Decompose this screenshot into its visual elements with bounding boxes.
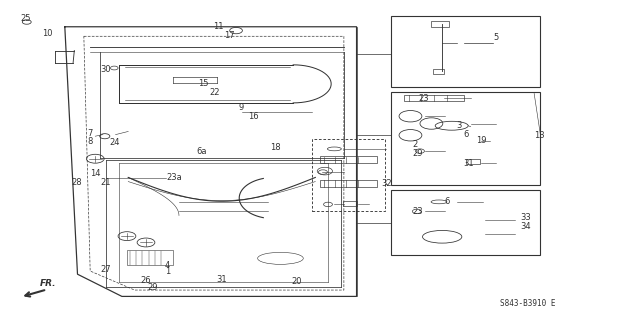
Text: FR.: FR. [39, 279, 56, 288]
Text: 28: 28 [71, 178, 82, 187]
Text: 32: 32 [382, 179, 392, 188]
Bar [127, 250, 173, 265]
Text: 1: 1 [165, 267, 170, 276]
Bar [391, 16, 540, 87]
Text: 5: 5 [493, 33, 498, 42]
Text: 2: 2 [412, 140, 418, 149]
Text: 33: 33 [520, 213, 531, 222]
Text: 23: 23 [412, 207, 423, 216]
Text: 24: 24 [109, 138, 120, 147]
Text: 22: 22 [209, 88, 220, 97]
Text: 34: 34 [520, 222, 531, 231]
Bar [433, 69, 444, 74]
Text: 19: 19 [476, 136, 486, 146]
Text: 4: 4 [165, 261, 170, 270]
Text: 31: 31 [217, 276, 227, 284]
Bar [320, 180, 377, 187]
Text: 23a: 23a [166, 173, 182, 182]
Text: 6: 6 [463, 130, 468, 139]
Text: 10: 10 [42, 28, 52, 38]
Text: 15: 15 [198, 79, 208, 88]
Bar [466, 159, 480, 164]
Text: 13: 13 [534, 131, 545, 140]
Text: 8: 8 [87, 137, 93, 146]
Text: 16: 16 [248, 112, 259, 121]
Text: 17: 17 [224, 31, 235, 40]
Text: 14: 14 [90, 169, 101, 178]
Text: 21: 21 [101, 178, 111, 187]
Bar [391, 190, 540, 255]
Bar [391, 92, 540, 185]
Text: 18: 18 [270, 143, 281, 152]
Text: 6a: 6a [196, 147, 206, 156]
Text: 29: 29 [412, 148, 423, 157]
Text: 7: 7 [87, 129, 93, 138]
Text: 20: 20 [291, 277, 301, 286]
Text: 3: 3 [457, 121, 462, 130]
Text: 26: 26 [141, 276, 152, 285]
Bar [431, 21, 449, 27]
Text: 6: 6 [444, 197, 450, 206]
Text: S843-B3910 E: S843-B3910 E [500, 299, 555, 308]
Text: 11: 11 [213, 22, 224, 31]
Bar [320, 156, 377, 163]
Bar [343, 201, 357, 206]
Text: 9: 9 [238, 103, 244, 112]
Text: 27: 27 [101, 265, 111, 274]
Text: 25: 25 [20, 14, 31, 23]
Text: 29: 29 [147, 283, 157, 292]
Text: 31: 31 [463, 159, 474, 168]
Bar [312, 140, 385, 211]
Text: 23: 23 [419, 94, 429, 103]
Bar [404, 95, 464, 101]
Text: 30: 30 [101, 65, 111, 74]
